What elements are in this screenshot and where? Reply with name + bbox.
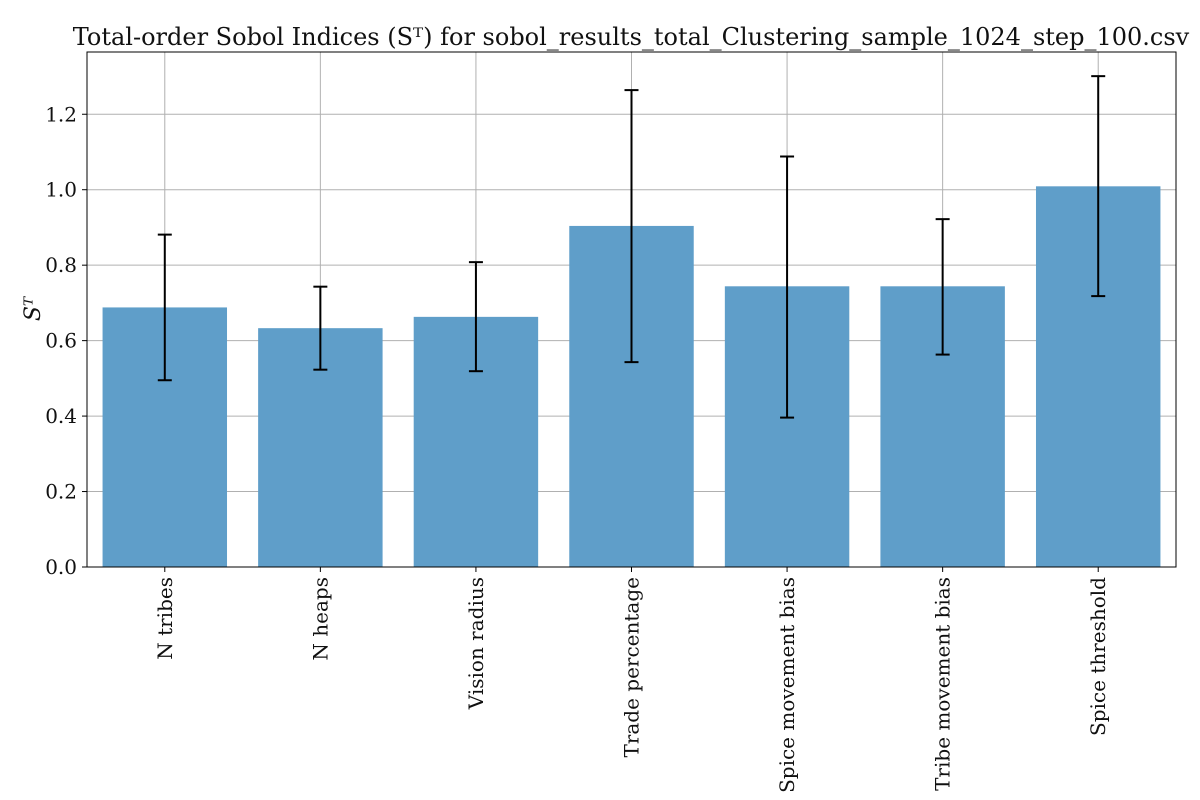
x-tick-label: Spice threshold xyxy=(1086,577,1110,736)
axis-ticks: 0.0 0.2 0.4 0.6 0.8 1.0 1.2 N tribes N heaps Visi… xyxy=(45,102,1110,793)
y-tick-label: 0.6 xyxy=(45,329,77,353)
y-tick-label: 0.0 xyxy=(45,555,77,579)
y-axis-label: Sᵀ xyxy=(21,295,46,321)
x-tick-label: Tribe movement bias xyxy=(931,577,955,791)
y-tick-label: 1.0 xyxy=(45,178,77,202)
y-tick-label: 1.2 xyxy=(45,102,77,126)
x-tick-label: Spice movement bias xyxy=(775,577,799,793)
x-tick-label: Trade percentage xyxy=(620,577,644,758)
x-tick-label: N heaps xyxy=(308,577,332,661)
y-tick-label: 0.2 xyxy=(45,480,77,504)
x-tick-label: Vision radius xyxy=(464,577,488,710)
y-tick-label: 0.4 xyxy=(45,404,77,428)
y-tick-label: 0.8 xyxy=(45,253,77,277)
error-bars xyxy=(157,75,1106,419)
x-tick-label: N tribes xyxy=(153,577,177,660)
chart-title: Total-order Sobol Indices (Sᵀ) for sobol… xyxy=(73,23,1190,51)
